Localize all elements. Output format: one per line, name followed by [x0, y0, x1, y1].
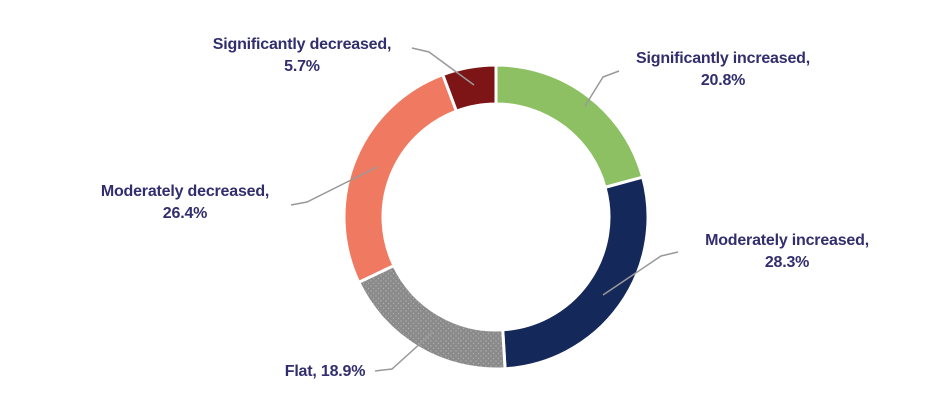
leader-line-significantly-decreased — [411, 47, 475, 86]
leader-line-significantly-increased — [584, 70, 620, 107]
donut-slice-significantly-increased — [494, 63, 645, 189]
leader-line-moderately-decreased — [290, 166, 378, 206]
leader-line-flat — [374, 331, 434, 372]
leader-line-moderately-increased — [602, 251, 679, 296]
donut-slice-moderately-decreased — [342, 73, 458, 284]
leader-lines-group — [290, 47, 679, 372]
donut-slice-significantly-decreased — [441, 63, 498, 113]
donut-slice-moderately-increased — [501, 175, 650, 371]
donut-slice-flat — [357, 264, 507, 371]
slices-group — [342, 63, 650, 371]
